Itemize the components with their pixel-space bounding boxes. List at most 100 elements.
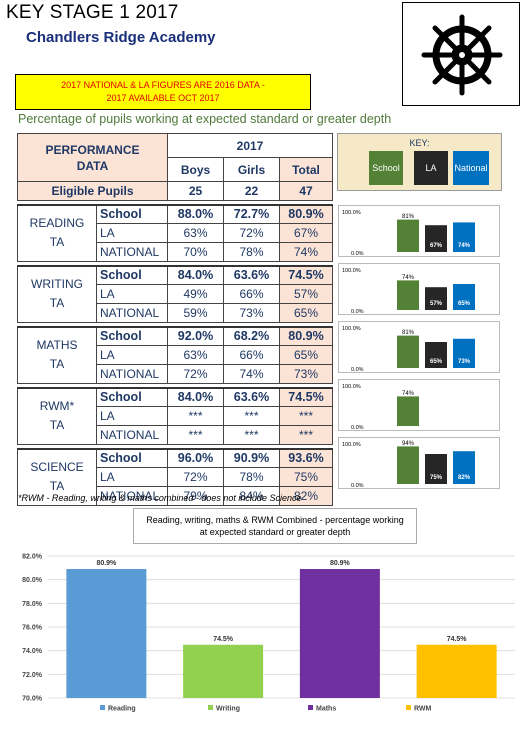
subject-label: READING TA	[17, 203, 97, 262]
table-row: MATHS TA School 92.0% 68.2% 80.9%	[17, 325, 333, 384]
legend-swatch	[308, 705, 313, 710]
row-label: LA	[96, 345, 168, 365]
mini-bar	[397, 219, 419, 252]
row-label: NATIONAL	[96, 364, 168, 384]
legend-label: RWM	[414, 706, 432, 713]
mini-bar-label: 81%	[402, 214, 415, 220]
girls-value: 73%	[223, 303, 280, 323]
mini-bar	[453, 284, 475, 310]
subject-mini-chart: 100.0% 0.0% 74% 57% 65%	[338, 263, 500, 315]
legend-swatch	[406, 705, 411, 710]
bar	[416, 644, 497, 698]
bar	[183, 644, 264, 698]
table-row: READING TA School 88.0% 72.7% 80.9%	[17, 203, 333, 262]
mini-bar-label: 65%	[458, 301, 471, 307]
row-label: School	[96, 386, 168, 407]
boys-value: 92.0%	[167, 325, 224, 346]
row-label: NATIONAL	[96, 303, 168, 323]
mini-ytick-label: 0.0%	[351, 367, 364, 372]
mini-ytick-label: 0.0%	[351, 425, 364, 430]
ship-wheel-icon	[402, 2, 520, 106]
girls-value: 66%	[223, 345, 280, 365]
row-label: School	[96, 264, 168, 285]
girls-value: 90.9%	[223, 447, 280, 468]
mini-bar-label: 82%	[458, 475, 471, 481]
girls-value: 63.6%	[223, 264, 280, 285]
girls-value: 74%	[223, 364, 280, 384]
mini-bar-label: 67%	[430, 243, 443, 249]
mini-bar	[453, 451, 475, 484]
total-value: 74.5%	[279, 264, 333, 285]
eligible-boys: 25	[167, 181, 224, 201]
boys-value: 63%	[167, 345, 224, 365]
ytick-label: 70.0%	[22, 696, 43, 703]
girls-value: 68.2%	[223, 325, 280, 346]
total-value: 80.9%	[279, 203, 333, 224]
legend-label: Reading	[108, 706, 136, 713]
col-total-header: Total	[279, 157, 333, 182]
girls-value: 72%	[223, 223, 280, 243]
mini-ytick-label: 100.0%	[342, 442, 361, 448]
mini-ytick-label: 100.0%	[342, 326, 361, 332]
mini-bar	[397, 335, 419, 368]
year-header: 2017	[167, 133, 333, 158]
combined-bar-chart: 70.0% 72.0% 74.0% 76.0% 78.0% 80.0% 82.0% 80.9%…	[22, 554, 515, 713]
mini-ytick-label: 0.0%	[351, 251, 364, 256]
mini-bar-label: 94%	[402, 441, 415, 447]
bar-value-label: 74.5%	[213, 636, 234, 643]
row-label: LA	[96, 223, 168, 243]
boys-value: 63%	[167, 223, 224, 243]
ytick-label: 78.0%	[22, 601, 43, 608]
page-title: KEY STAGE 1 2017	[6, 2, 179, 23]
table-row: RWM* TA School 84.0% 63.6% 74.5%	[17, 386, 333, 445]
mini-ytick-label: 0.0%	[351, 309, 364, 314]
total-value: 57%	[279, 284, 333, 304]
table-row: NATIONAL 59% 73% 65%	[18, 303, 333, 323]
table-row: LA 63% 72% 67%	[18, 223, 333, 243]
boys-value: 59%	[167, 303, 224, 323]
eligible-girls: 22	[223, 181, 280, 201]
total-value: 93.6%	[279, 447, 333, 468]
girls-value: 72.7%	[223, 203, 280, 224]
row-label: NATIONAL	[96, 242, 168, 262]
boys-value: ***	[167, 425, 224, 445]
subject-mini-chart: 100.0% 0.0% 74%	[338, 379, 500, 431]
boys-value: ***	[167, 406, 224, 426]
boys-value: 88.0%	[167, 203, 224, 224]
mini-bar	[397, 396, 419, 426]
school-name: Chandlers Ridge Academy	[26, 29, 216, 46]
subject-label: WRITING TA	[17, 264, 97, 323]
total-value: ***	[279, 425, 333, 445]
mini-bar-label: 81%	[402, 330, 415, 336]
total-value: 73%	[279, 364, 333, 384]
col-girls-header: Girls	[223, 157, 280, 182]
girls-value: 66%	[223, 284, 280, 304]
eligible-total: 47	[279, 181, 333, 201]
mini-bar-label: 65%	[430, 359, 443, 365]
row-label: School	[96, 325, 168, 346]
table-row: LA 63% 66% 65%	[18, 345, 333, 365]
total-value: 65%	[279, 345, 333, 365]
notice-line-2: 2017 AVAILABLE OCT 2017	[106, 93, 220, 103]
boys-value: 72%	[167, 467, 224, 487]
performance-data-header: PERFORMANCE DATA	[17, 133, 168, 182]
mini-bar	[453, 338, 475, 368]
table-row: WRITING TA School 84.0% 63.6% 74.5%	[17, 264, 333, 323]
key-title: KEY:	[409, 138, 430, 148]
notice-line-1: 2017 NATIONAL & LA FIGURES ARE 2016 DATA…	[61, 80, 265, 90]
ytick-label: 74.0%	[22, 648, 43, 655]
ytick-label: 76.0%	[22, 625, 43, 632]
mini-bar-label: 57%	[430, 301, 443, 307]
boys-value: 79%	[167, 486, 224, 506]
mini-bar	[425, 287, 447, 310]
mini-ytick-label: 100.0%	[342, 210, 361, 216]
mini-ytick-label: 0.0%	[351, 483, 364, 488]
boys-value: 49%	[167, 284, 224, 304]
bar-value-label: 74.5%	[447, 636, 468, 643]
girls-value: 78%	[223, 467, 280, 487]
legend-swatch	[100, 705, 105, 710]
table-row: NATIONAL *** *** ***	[18, 425, 333, 445]
key-la: LA	[414, 151, 448, 185]
mini-bar	[453, 222, 475, 252]
mini-bar-label: 74%	[458, 243, 471, 249]
